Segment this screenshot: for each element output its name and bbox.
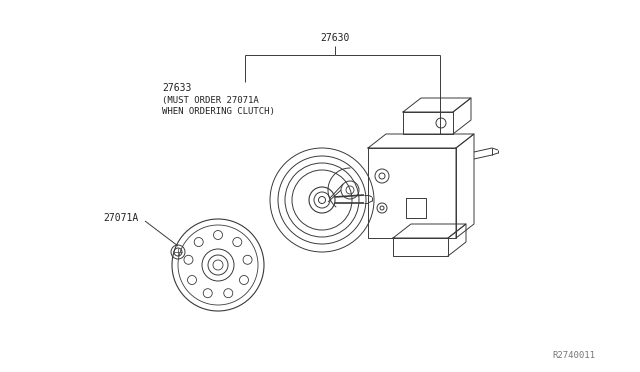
Text: 27633: 27633 — [162, 83, 191, 93]
Text: 27630: 27630 — [320, 33, 349, 43]
Text: 27071A: 27071A — [103, 213, 138, 223]
Text: R2740011: R2740011 — [552, 352, 595, 360]
Text: (MUST ORDER 27071A: (MUST ORDER 27071A — [162, 96, 259, 105]
Text: WHEN ORDERING CLUTCH): WHEN ORDERING CLUTCH) — [162, 107, 275, 116]
